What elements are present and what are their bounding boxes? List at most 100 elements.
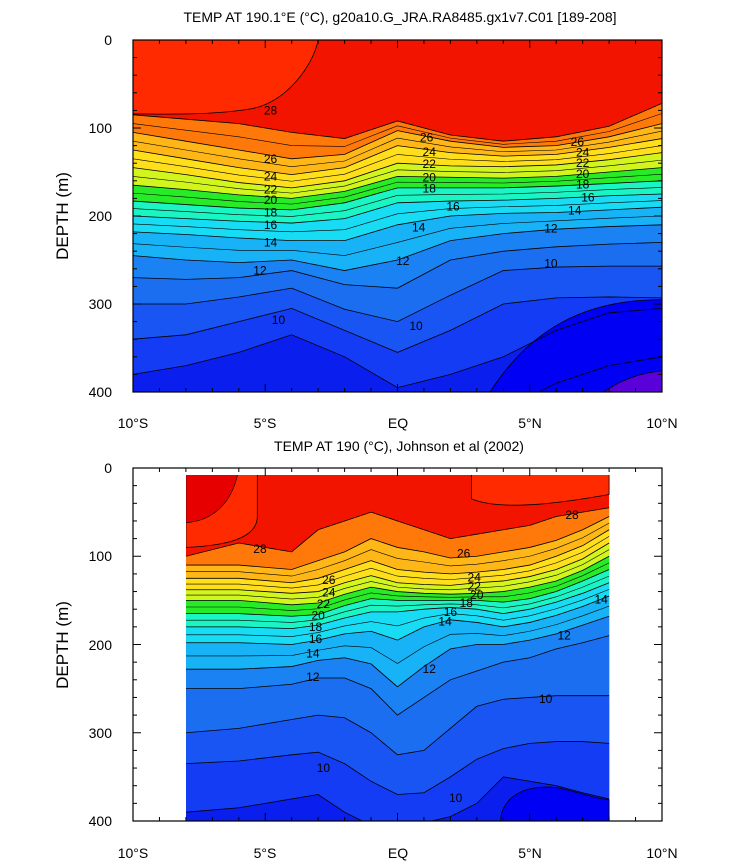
isotherm-line — [133, 159, 662, 194]
contour-label: 12 — [253, 264, 267, 278]
isotherm-line — [186, 582, 610, 630]
isotherm-line — [186, 695, 610, 756]
chart-title: TEMP AT 190 (°C), Johnson et al (2002) — [274, 438, 524, 454]
y-tick-label: 400 — [89, 813, 113, 829]
isotherm-line — [133, 265, 662, 323]
tick-marks — [132, 39, 663, 393]
y-axis-label: DEPTH (m) — [53, 172, 72, 260]
contour-label: 12 — [396, 254, 410, 268]
fill-band — [603, 370, 662, 392]
y-tick-label: 0 — [104, 460, 112, 476]
y-tick-label: 100 — [89, 548, 113, 564]
contour-label: 14 — [264, 235, 278, 249]
contour-label: 20 — [576, 167, 590, 181]
contour-label: 22 — [317, 597, 331, 611]
contour-label: 18 — [460, 596, 474, 610]
contour-label: 14 — [568, 204, 582, 218]
isotherm-line — [186, 615, 610, 688]
isotherm-line — [186, 741, 610, 795]
y-tick-label: 300 — [89, 725, 113, 741]
isotherm-line — [133, 224, 662, 271]
fill-band — [489, 299, 662, 392]
contour-label: 28 — [565, 508, 579, 522]
isotherm-line — [186, 595, 610, 645]
contour-label: 20 — [423, 170, 437, 184]
isotherm-line — [290, 356, 662, 392]
isotherm-line — [133, 242, 662, 289]
contour-label: 24 — [423, 145, 437, 159]
contour-label: 22 — [468, 579, 482, 593]
contour-label: 10 — [544, 257, 558, 271]
isotherm-line — [186, 569, 610, 617]
isotherm-line — [133, 152, 662, 189]
isotherm-lines — [133, 40, 662, 392]
contour-label: 10 — [409, 319, 423, 333]
isotherm-line — [186, 589, 610, 637]
isotherm-line — [186, 507, 610, 557]
x-tick-label: 5°S — [254, 415, 277, 431]
isotherm-line — [133, 167, 662, 199]
isotherm-line — [186, 575, 610, 623]
isotherm-line — [133, 206, 662, 242]
x-tick-label: 5°N — [518, 415, 542, 431]
y-tick-label: 0 — [104, 32, 112, 48]
x-tick-label: 5°S — [254, 845, 277, 861]
model-temperature-panel: TEMP AT 190.1°E (°C), g20a10.G_JRA.RA848… — [53, 9, 678, 431]
isotherm-line — [133, 173, 662, 205]
contour-label: 10 — [539, 692, 553, 706]
contour-label: 24 — [322, 585, 336, 599]
isotherm-lines — [186, 507, 610, 821]
contour-label: 18 — [264, 205, 278, 219]
contour-label: 10 — [272, 313, 286, 327]
isotherm-line — [186, 555, 610, 606]
contour-label: 26 — [420, 131, 434, 145]
isotherm-labels: 2826242220181614121026242220181614121026… — [253, 103, 595, 333]
x-tick-label: 10°N — [646, 415, 677, 431]
contour-label: 22 — [423, 157, 437, 171]
isotherm-line — [133, 40, 319, 115]
fill-band — [471, 475, 610, 506]
fill-band — [186, 475, 238, 524]
isotherm-line — [186, 605, 610, 664]
isotherm-line — [186, 562, 610, 611]
isotherm-line — [186, 549, 610, 600]
isotherm-line — [133, 200, 662, 233]
contour-label: 26 — [457, 547, 471, 561]
isotherm-line — [133, 138, 662, 176]
contour-label: 20 — [470, 588, 484, 602]
contour-label: 12 — [557, 629, 571, 643]
contour-label: 24 — [576, 146, 590, 160]
contour-label: 26 — [322, 573, 336, 587]
contour-label: 26 — [571, 135, 585, 149]
x-axis-ticks: 10°S 5°S EQ 5°N 10°N — [118, 845, 678, 861]
isotherm-line — [186, 635, 610, 716]
contour-label: 14 — [412, 220, 426, 234]
contour-label: 18 — [576, 177, 590, 191]
tick-marks — [132, 467, 663, 822]
contour-label: 28 — [253, 542, 267, 556]
y-axis-ticks: 0 100 200 300 400 — [89, 460, 113, 829]
isotherm-line — [186, 529, 610, 584]
contour-label: 16 — [581, 191, 595, 205]
contour-label: 18 — [309, 620, 323, 634]
x-tick-label: 10°S — [118, 845, 149, 861]
isotherm-line — [133, 145, 662, 182]
y-tick-label: 200 — [89, 208, 113, 224]
chart-title: TEMP AT 190.1°E (°C), g20a10.G_JRA.RA848… — [184, 9, 617, 25]
isotherm-line — [133, 102, 662, 142]
contour-label: 24 — [264, 169, 278, 183]
contour-label: 28 — [264, 103, 278, 117]
isotherm-line — [133, 215, 662, 256]
contour-label: 12 — [544, 221, 558, 235]
x-tick-label: EQ — [388, 415, 408, 431]
x-tick-label: 10°S — [118, 415, 149, 431]
y-tick-label: 200 — [89, 637, 113, 653]
isotherm-line — [133, 296, 662, 353]
isotherm-line — [133, 130, 662, 168]
y-axis-label: DEPTH (m) — [53, 601, 72, 689]
x-tick-label: EQ — [388, 845, 408, 861]
contour-label: 16 — [446, 199, 460, 213]
contour-label: 16 — [444, 605, 458, 619]
contour-label: 22 — [264, 183, 278, 197]
